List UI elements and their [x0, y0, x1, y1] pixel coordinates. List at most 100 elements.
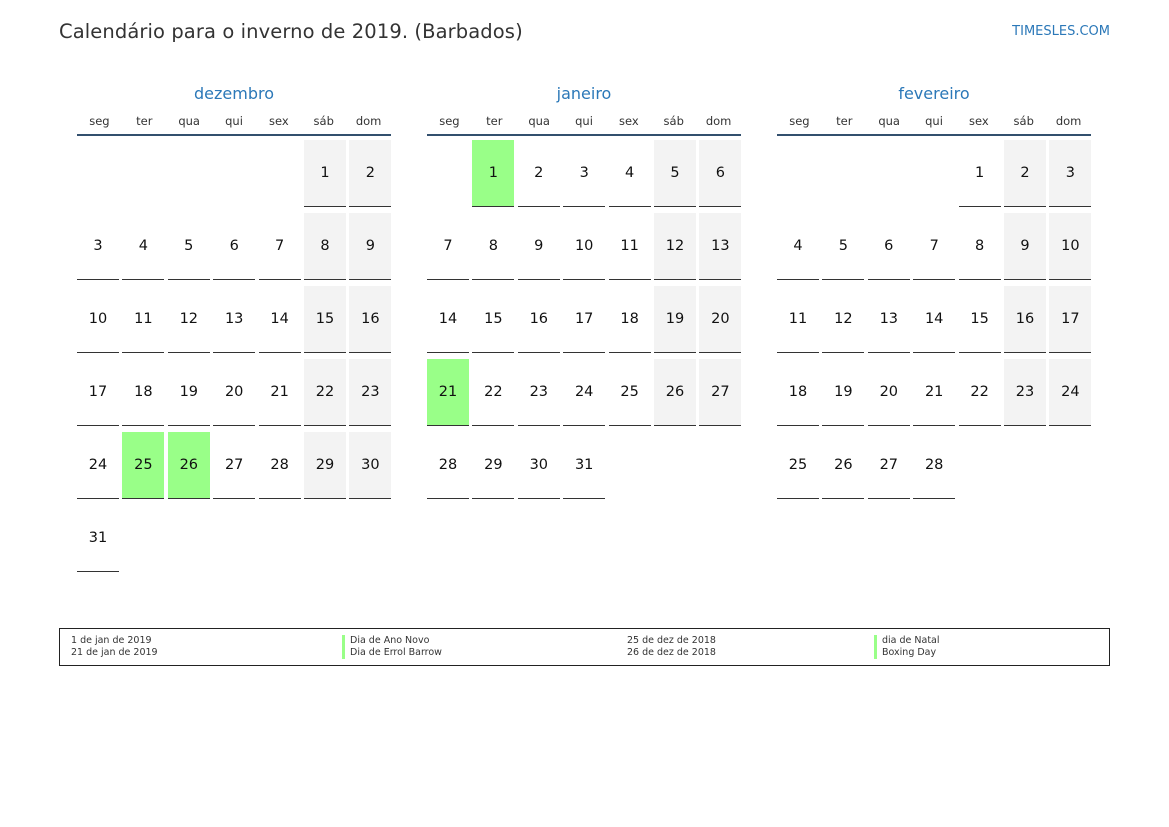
holiday-day-cell: 26 — [167, 432, 210, 499]
day-cell: 22 — [304, 359, 346, 426]
weekday-header: seg ter qua qui sex sáb dom — [77, 115, 391, 136]
day-cell: 27 — [213, 432, 256, 499]
weekday-label: ter — [836, 114, 853, 128]
day-cell: 27 — [699, 359, 742, 426]
day-cell: 10 — [1049, 213, 1092, 280]
day-cell: 9 — [349, 213, 392, 280]
day-cell: 30 — [349, 432, 392, 499]
day-cell: 5 — [167, 213, 210, 280]
day-cell: 16 — [1004, 286, 1046, 353]
weekday-label: ter — [486, 114, 503, 128]
legend-holiday-name: dia de Natal — [874, 635, 940, 647]
day-cell: 15 — [958, 286, 1001, 353]
day-cell: 17 — [1049, 286, 1092, 353]
legend-holiday-name: Dia de Ano Novo — [342, 635, 429, 647]
day-cell: 15 — [472, 286, 515, 353]
day-cell: 7 — [427, 213, 469, 280]
day-cell: 14 — [427, 286, 469, 353]
day-cell: 8 — [472, 213, 515, 280]
page-title: Calendário para o inverno de 2019. (Barb… — [59, 20, 523, 43]
day-cell: 9 — [517, 213, 560, 280]
day-cell: 6 — [867, 213, 910, 280]
legend-row: 1 de jan de 2019 Dia de Ano Novo 25 de d… — [71, 635, 1101, 647]
day-cell: 18 — [122, 359, 165, 426]
day-cell: 1 — [958, 140, 1001, 207]
day-cell: 29 — [304, 432, 346, 499]
day-cell: 17 — [563, 286, 606, 353]
weekday-label: dom — [1055, 114, 1082, 128]
day-cell: 28 — [258, 432, 301, 499]
day-cell: 15 — [304, 286, 346, 353]
legend-row: 21 de jan de 2019 Dia de Errol Barrow 26… — [71, 647, 1101, 659]
day-cell: 10 — [77, 286, 119, 353]
day-cell: 13 — [213, 286, 256, 353]
day-cell: 5 — [822, 213, 865, 280]
site-link[interactable]: TIMESLES.COM — [1012, 24, 1110, 39]
day-cell: 6 — [213, 213, 256, 280]
day-cell: 18 — [608, 286, 651, 353]
holiday-legend: 1 de jan de 2019 Dia de Ano Novo 25 de d… — [59, 628, 1110, 666]
day-cell: 22 — [472, 359, 515, 426]
holiday-day-cell: 25 — [122, 432, 165, 499]
weekday-label: qua — [878, 114, 900, 128]
day-cell: 22 — [958, 359, 1001, 426]
month-name: dezembro — [194, 84, 274, 103]
month-janeiro: janeiro seg ter qua qui sex sáb dom 1 2 3 4 5 6 7 8 9 10 1… — [427, 82, 742, 499]
day-cell: 29 — [472, 432, 515, 499]
day-cell: 23 — [349, 359, 392, 426]
weekday-label: qui — [575, 114, 593, 128]
day-cell: 24 — [77, 432, 119, 499]
legend-date: 25 de dez de 2018 — [627, 635, 716, 646]
day-cell: 8 — [304, 213, 346, 280]
day-cell: 4 — [122, 213, 165, 280]
day-cell: 11 — [122, 286, 165, 353]
day-cell: 21 — [258, 359, 301, 426]
day-cell: 25 — [777, 432, 819, 499]
day-cell: 6 — [699, 140, 742, 207]
day-cell: 12 — [822, 286, 865, 353]
day-cell: 20 — [699, 286, 742, 353]
day-cell: 23 — [517, 359, 560, 426]
day-cell: 16 — [349, 286, 392, 353]
weekday-header: seg ter qua qui sex sáb dom — [777, 115, 1091, 136]
day-cell: 1 — [304, 140, 346, 207]
day-cell: 11 — [608, 213, 651, 280]
weekday-label: dom — [355, 114, 382, 128]
day-cell: 4 — [608, 140, 651, 207]
month-name: fevereiro — [898, 84, 970, 103]
weekday-label: qua — [528, 114, 550, 128]
weekday-label: sex — [619, 114, 639, 128]
weekday-header: seg ter qua qui sex sáb dom — [427, 115, 741, 136]
day-cell: 12 — [654, 213, 696, 280]
weekday-label: ter — [136, 114, 153, 128]
weekday-label: sex — [269, 114, 289, 128]
day-cell: 13 — [867, 286, 910, 353]
day-cell: 12 — [167, 286, 210, 353]
weekday-label: seg — [439, 114, 460, 128]
day-cell: 27 — [867, 432, 910, 499]
day-cell: 7 — [258, 213, 301, 280]
day-cell: 17 — [77, 359, 119, 426]
day-cell: 14 — [258, 286, 301, 353]
legend-holiday-name: Dia de Errol Barrow — [342, 647, 442, 659]
day-cell: 20 — [867, 359, 910, 426]
weekday-label: sáb — [663, 114, 684, 128]
legend-date: 1 de jan de 2019 — [71, 635, 152, 646]
holiday-day-cell: 1 — [472, 140, 515, 207]
weekday-label: sáb — [1013, 114, 1034, 128]
day-cell: 3 — [77, 213, 119, 280]
day-cell: 23 — [1004, 359, 1046, 426]
day-cell: 21 — [913, 359, 956, 426]
day-cell: 31 — [563, 432, 606, 499]
legend-date: 21 de jan de 2019 — [71, 647, 158, 658]
day-cell: 9 — [1004, 213, 1046, 280]
day-cell: 3 — [563, 140, 606, 207]
legend-date: 26 de dez de 2018 — [627, 647, 716, 658]
month-name: janeiro — [556, 84, 612, 103]
weekday-label: seg — [89, 114, 110, 128]
day-cell: 24 — [1049, 359, 1092, 426]
weekday-label: sex — [969, 114, 989, 128]
day-cell: 2 — [1004, 140, 1046, 207]
day-cell: 26 — [654, 359, 696, 426]
day-cell: 5 — [654, 140, 696, 207]
